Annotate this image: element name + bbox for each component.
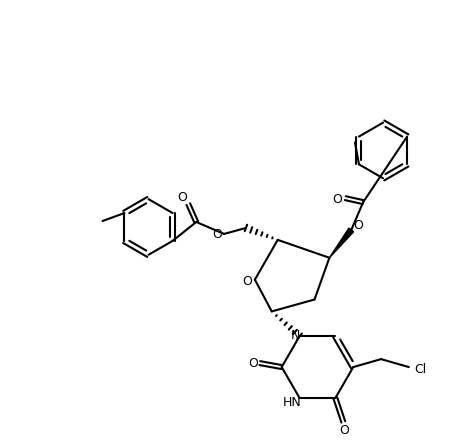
Text: O: O [339, 424, 349, 437]
Text: O: O [353, 220, 363, 232]
Text: O: O [242, 275, 252, 288]
Text: HN: HN [282, 396, 301, 408]
Text: N: N [291, 328, 300, 342]
Text: O: O [177, 191, 187, 204]
Polygon shape [329, 228, 354, 258]
Text: O: O [248, 357, 258, 370]
Text: Cl: Cl [415, 362, 427, 376]
Text: O: O [332, 193, 342, 206]
Text: O: O [212, 229, 222, 241]
